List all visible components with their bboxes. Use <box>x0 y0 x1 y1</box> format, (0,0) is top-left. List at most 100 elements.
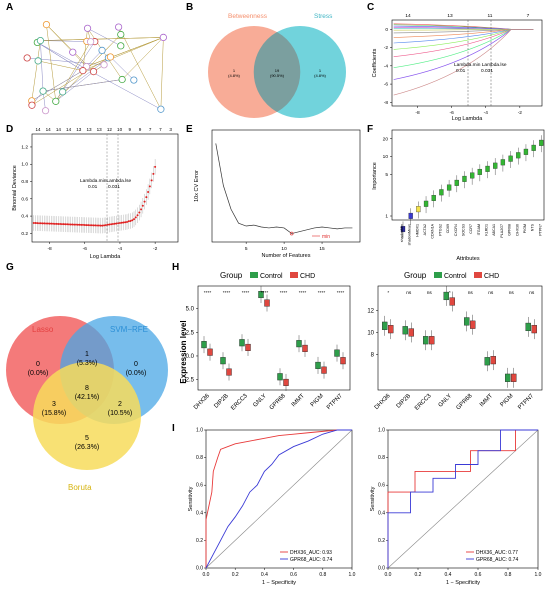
x-axis-label: Number of Features <box>262 253 311 259</box>
top-tick-label: 9 <box>129 127 132 132</box>
attribute-label: NTS <box>531 223 535 231</box>
network-node <box>39 87 47 95</box>
deviance-point <box>127 220 130 223</box>
x-tick-label: -8 <box>415 110 420 116</box>
y-tick-label: 0.0 <box>186 354 195 360</box>
x-tick-label: -2 <box>518 110 523 116</box>
network-node <box>34 57 42 65</box>
legend-control: Control <box>260 273 283 280</box>
panel-label-d: D <box>6 124 14 135</box>
deviance-point <box>45 222 48 225</box>
x-tick-label: 0.0 <box>203 572 210 578</box>
y-tick-label: 0.4 <box>378 510 385 516</box>
legend-swatch-chd <box>290 272 298 278</box>
cv-error-line <box>215 143 353 234</box>
gene-label: DHX36 <box>193 393 211 411</box>
x-tick-label: -6 <box>450 110 455 116</box>
legend-entry: DHX36_AUC: 0.77 <box>476 550 518 556</box>
y-tick-label: 0.8 <box>21 179 28 185</box>
top-tick-label: 14 <box>66 127 72 132</box>
deviance-point <box>148 185 151 188</box>
expression-box <box>201 341 207 349</box>
network-node <box>41 107 50 115</box>
network-edge <box>110 56 135 81</box>
top-tick-label: 11 <box>488 13 493 19</box>
y-axis-label-left: Expression level <box>179 320 188 383</box>
deviance-point <box>92 224 95 227</box>
expression-box <box>470 320 476 329</box>
y-tick-label: 1.0 <box>21 162 28 168</box>
expression-box <box>484 357 490 366</box>
deviance-point <box>55 222 58 225</box>
venn-two-set: Betweenness Stress 1 (4.8%) 19 (90.5%) 1… <box>208 13 346 118</box>
legend-title: Group <box>220 271 243 280</box>
deviance-point <box>111 223 114 226</box>
venn-circle-boruta <box>33 362 141 470</box>
legend-swatch-control <box>250 272 258 278</box>
network-edge <box>87 28 121 47</box>
cv-error-plot: 5 10 15 min Number of Features 10x CV Erro… <box>194 129 361 259</box>
legend-title: Group <box>404 271 427 280</box>
x-axis-label: Log Lambda <box>452 116 484 122</box>
network-edge <box>46 24 57 102</box>
y-tick-label: 10 <box>383 154 389 160</box>
attribute-label: HMOX1 <box>415 224 419 237</box>
lasso-coefficient-plot: 14 13 11 7 -8 -6 -4 -2 0 -2 -4 -6 -8 Lambda.min La… <box>372 13 543 122</box>
venn-pct-right: (4.8%) <box>314 73 326 78</box>
significance-label: ns <box>529 291 535 296</box>
attribute-label: CD69 <box>446 224 450 233</box>
deviance-point <box>103 224 106 227</box>
plot-frame <box>205 429 353 569</box>
legend-chd: CHD <box>484 273 499 280</box>
attribute-label: PTGS2 <box>438 224 442 236</box>
roc-curve <box>205 429 352 569</box>
deviance-point <box>52 222 55 225</box>
y-tick-label: 0.2 <box>21 231 28 237</box>
x-tick-label: 0.2 <box>232 572 239 578</box>
y-axis-label: Importance <box>372 162 378 190</box>
importance-box <box>485 165 490 172</box>
deviance-point <box>104 224 107 227</box>
expression-box <box>443 291 449 301</box>
deviance-point <box>50 222 53 225</box>
top-tick-label: 3 <box>169 127 172 132</box>
expression-box <box>449 297 455 306</box>
legend-swatch-chd <box>474 272 482 278</box>
network-edge <box>38 60 83 71</box>
significance-label: * <box>449 290 451 296</box>
gene-label: GNLY <box>252 393 267 408</box>
network-node <box>69 48 77 56</box>
y-axis-label: Sensitivity <box>188 486 194 511</box>
importance-box <box>423 200 429 207</box>
deviance-point <box>48 222 51 225</box>
importance-box <box>500 159 506 166</box>
x-tick-label: -2 <box>153 246 158 252</box>
expression-box <box>226 368 232 376</box>
venn-count-right: 1 <box>319 68 322 73</box>
deviance-point <box>73 223 76 226</box>
deviance-point <box>71 223 74 226</box>
deviance-point <box>82 223 85 226</box>
venn-pct-lasso-svm: (5.3%) <box>77 360 98 367</box>
venn-count-lasso-svm: 1 <box>85 351 89 358</box>
network-node <box>100 61 108 69</box>
deviance-point <box>76 223 79 226</box>
expression-box <box>258 291 264 299</box>
network-node <box>28 101 36 109</box>
importance-box <box>523 148 529 155</box>
lambda-annotation-title: Lambda.min Lambda.lse <box>454 62 507 68</box>
panel-label-e: E <box>186 124 193 135</box>
top-tick-label: 7 <box>527 13 530 19</box>
expression-box <box>302 344 308 352</box>
venn-pct-lasso-boruta: (15.8%) <box>42 410 67 417</box>
expression-box <box>423 336 429 345</box>
deviance-point <box>80 223 83 226</box>
network-edge <box>37 42 161 110</box>
y-tick-label: 2.5 <box>186 330 195 336</box>
importance-box <box>439 189 444 196</box>
legend-entry: GPR68_AUC: 0.74 <box>290 557 332 563</box>
expression-box <box>239 339 245 347</box>
importance-box <box>408 212 413 219</box>
expression-box <box>429 336 435 345</box>
attribute-label: KLRD1 <box>485 224 489 236</box>
